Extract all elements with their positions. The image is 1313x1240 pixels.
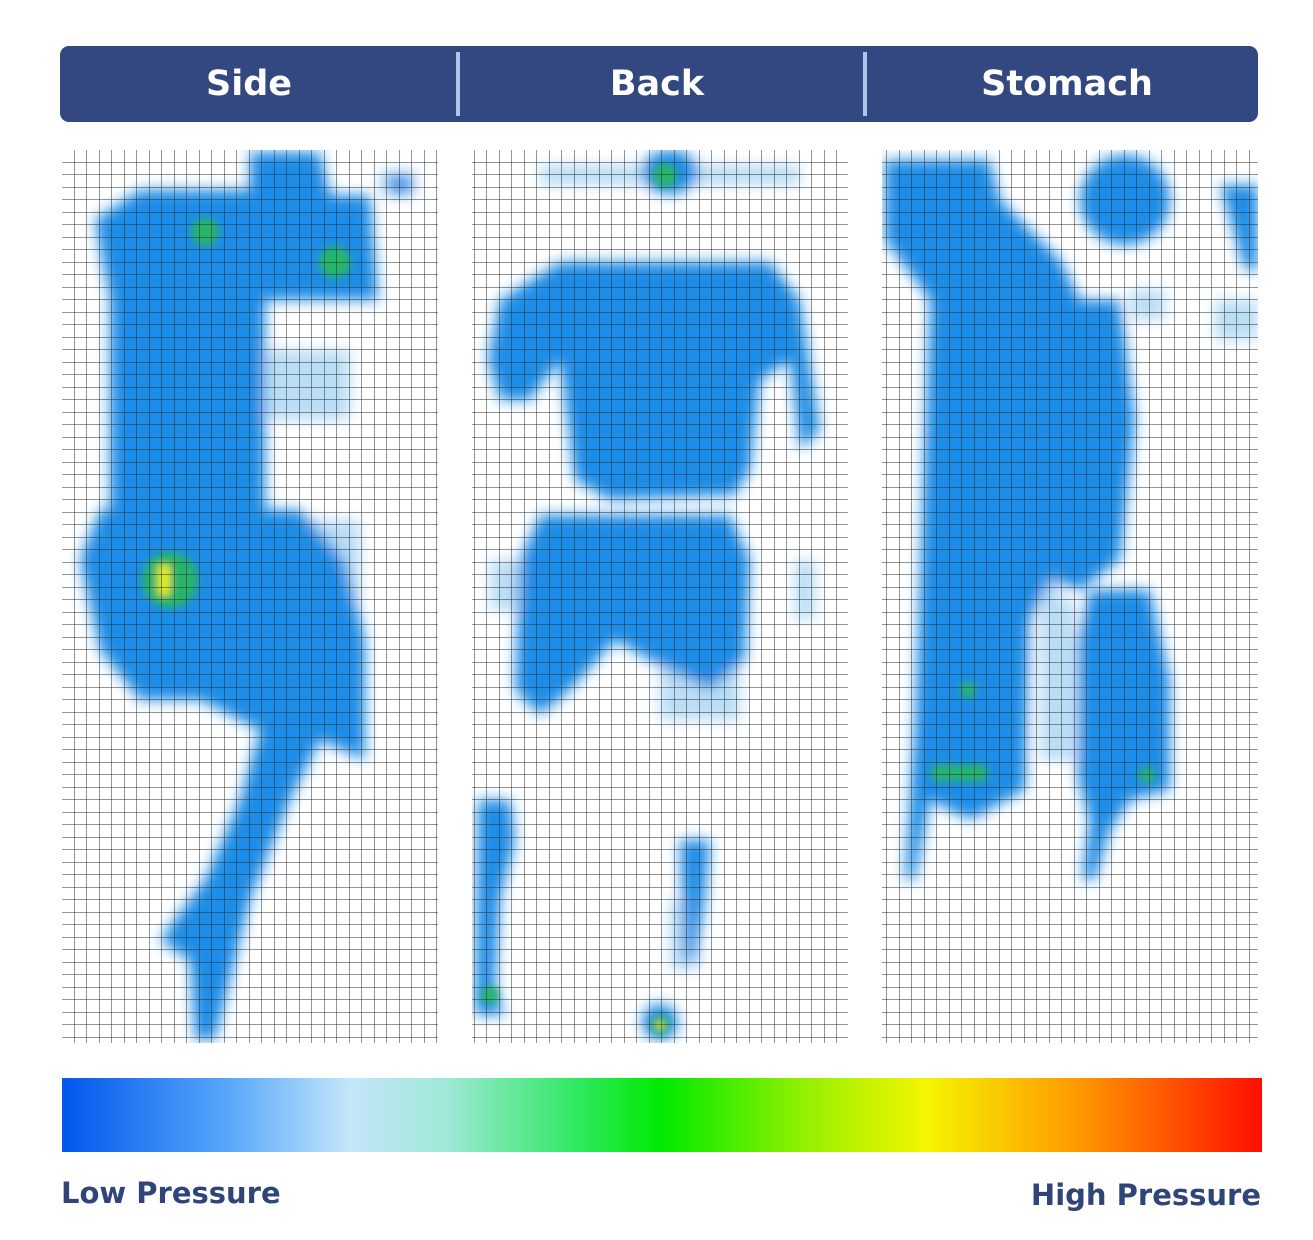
- tab-label: Side: [206, 64, 292, 104]
- tab-label: Back: [610, 64, 705, 104]
- grid: [882, 150, 1258, 1043]
- back-map: [472, 150, 848, 1043]
- grid: [472, 150, 848, 1043]
- header-bar: [60, 46, 1258, 122]
- legend-label: Low Pressure: [61, 1176, 281, 1210]
- grid: [62, 150, 438, 1043]
- legend-label: High Pressure: [1031, 1178, 1261, 1212]
- tab-label: Stomach: [981, 64, 1153, 104]
- pressure-scale: [62, 1078, 1262, 1152]
- side-map: [62, 150, 438, 1043]
- stomach-map: [882, 150, 1258, 1043]
